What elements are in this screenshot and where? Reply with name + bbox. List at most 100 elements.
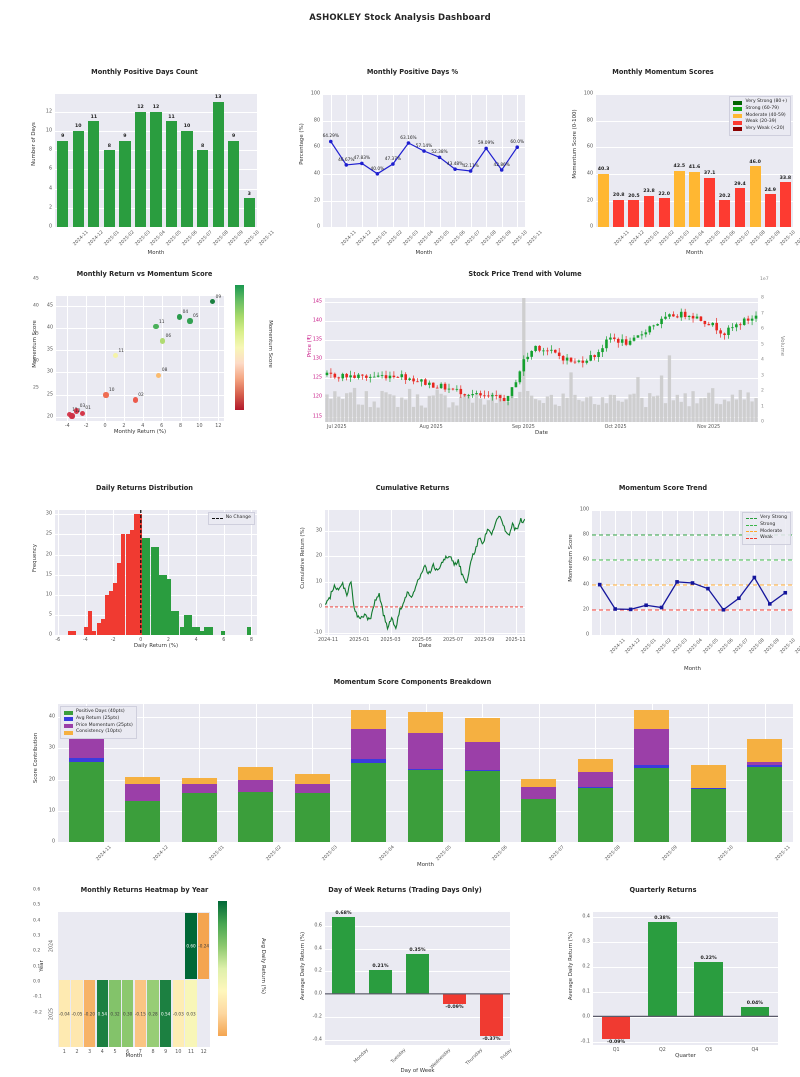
gridline — [325, 581, 525, 583]
legend-item: Weak — [746, 535, 787, 542]
colorbar-label: Avg Daily Return (%) — [260, 938, 266, 994]
bar — [643, 195, 655, 228]
x-tick: 2025-02 — [658, 230, 676, 248]
gridline — [754, 510, 756, 636]
scatter-point — [187, 318, 193, 324]
x-tick: 2025-01 — [640, 638, 658, 656]
histogram-bar — [221, 631, 226, 636]
legend: Very Strong (80+) Strong (60-79) Moderate … — [729, 96, 791, 136]
bar — [134, 111, 147, 228]
y-tick: 20 — [313, 198, 320, 204]
x-tick: 2025-08 — [212, 230, 230, 248]
bar-value-label: 29.4 — [734, 181, 746, 187]
stacked-bar-segment — [521, 787, 557, 799]
plot-area-return-vs-momentum: 202530354045-4-2024681012120301121002081… — [47, 295, 224, 429]
y-tick: 100 — [310, 91, 320, 97]
gridline — [424, 94, 425, 228]
x-tick: 2025-01 — [103, 230, 121, 248]
point-value-label: 43.48% — [446, 161, 464, 167]
x-tick: Nov 2025 — [697, 425, 721, 431]
gridline — [325, 359, 758, 361]
bar-value-label: 9 — [232, 134, 236, 140]
gridline — [361, 94, 363, 228]
plot-area-returns-distribution: 0 5 10 15 20 25 30 -6 -4 -2 0 2 4 6 8 No Change — [46, 510, 257, 643]
gridline — [769, 510, 771, 636]
y-tick: 0.3 — [582, 939, 590, 945]
plot-area-day-of-week: -0.4 -0.2 0.0 0.2 0.4 0.6 0.68% Monday 0.21% Tues… — [313, 911, 513, 1071]
heatmap-cell — [71, 980, 83, 1047]
gridline — [312, 704, 314, 843]
legend-swatch — [733, 100, 743, 105]
x-tick: 2 — [166, 638, 170, 644]
x-tick: 2025-07 — [548, 845, 566, 863]
legend-label: Avg Return (25pts) — [76, 715, 120, 721]
histogram-bar — [104, 594, 109, 636]
gridline — [377, 94, 379, 228]
panel-daily-returns-distribution: Daily Returns Distribution 0 5 10 15 20 25 30-… — [22, 484, 267, 665]
scatter-point — [103, 392, 109, 398]
x-tick: 4 — [194, 638, 198, 644]
x-axis-label: Quarter — [675, 1053, 696, 1059]
heatmap-cell-value: -0.24 — [198, 943, 210, 949]
bar-value-label: 46.0 — [749, 159, 761, 165]
legend-label: Moderate — [760, 528, 783, 534]
legend-swatch — [64, 710, 73, 715]
chart-title: Quarterly Returns — [629, 886, 697, 894]
bar-value-label: -0.37% — [482, 1037, 501, 1043]
x-tick: 2025-02 — [265, 845, 283, 863]
x-tick: 2024-12 — [87, 230, 106, 248]
x-tick: 2 — [122, 424, 126, 430]
x-tick: Jul 2025 — [327, 425, 347, 431]
scatter-point-label: 11 — [159, 319, 165, 325]
gridline — [86, 296, 88, 422]
point-value-label: 42.11% — [462, 163, 479, 169]
histogram-bar — [171, 611, 176, 636]
histogram-bar — [84, 627, 89, 636]
bar-value-label: 12 — [152, 105, 160, 111]
x-tick: Monday — [352, 1048, 370, 1065]
plot-area-stock-price: 115 120 125 130 135 140 145 0 1 2 3 4 5 6 7 8 Jul 2025 Au… — [313, 296, 764, 431]
legend-dash-swatch — [746, 538, 758, 540]
legend: Positive Days (40pts) Avg Return (25pts) P… — [60, 706, 137, 739]
x-tick: 2025-05 — [411, 638, 432, 644]
y-tick: 0 — [585, 632, 589, 638]
scatter-point-label: 02 — [138, 392, 144, 398]
legend-label: Price Momentum (25pts) — [76, 722, 133, 728]
gridline — [323, 227, 525, 229]
gridline — [85, 510, 87, 636]
histogram-bar — [150, 546, 155, 636]
gridline — [196, 510, 198, 636]
x-tick: 2025-08 — [604, 845, 622, 863]
bar — [673, 170, 685, 228]
legend-label: Very Strong (80+) — [745, 99, 787, 105]
legend-item: No Change — [211, 515, 251, 522]
bar-value-label: 20.2 — [719, 193, 731, 199]
scatter-point-label: 10 — [109, 388, 115, 394]
colorbar-tick: 0.2 — [33, 948, 41, 954]
heatmap-row-label: 2024 — [49, 939, 55, 953]
y-tick: 0.1 — [582, 989, 590, 995]
gridline — [517, 94, 519, 228]
x-tick: 2025-06 — [181, 230, 199, 248]
x-tick: 12 — [215, 424, 222, 430]
heatmap-cell-value: -0.15 — [134, 1011, 146, 1016]
x-tick: 2025-07 — [442, 638, 464, 644]
x-tick: 2025-09 — [763, 638, 782, 656]
bar-value-label: 37.1 — [703, 171, 716, 177]
gridline — [325, 302, 758, 304]
x-tick: 2025-03 — [673, 230, 691, 248]
gridline — [55, 227, 257, 229]
y-tick: 2 — [48, 205, 52, 211]
legend-item: Moderate — [746, 529, 787, 536]
scatter-point-label: 04 — [182, 310, 189, 316]
histogram-bar — [109, 590, 114, 636]
heatmap-cell — [134, 980, 147, 1047]
x-tick: 2025-11 — [505, 638, 526, 644]
heatmap-cell-value: 0.28 — [148, 1011, 158, 1016]
y-tick: 125 — [312, 375, 322, 381]
y-tick: 40 — [586, 171, 593, 177]
legend-item: Consistency (10pts) — [64, 729, 133, 736]
bar-value-label: 12 — [137, 105, 144, 111]
x-tick: Q2 — [658, 1048, 666, 1054]
x-axis-label: Month — [417, 862, 434, 868]
